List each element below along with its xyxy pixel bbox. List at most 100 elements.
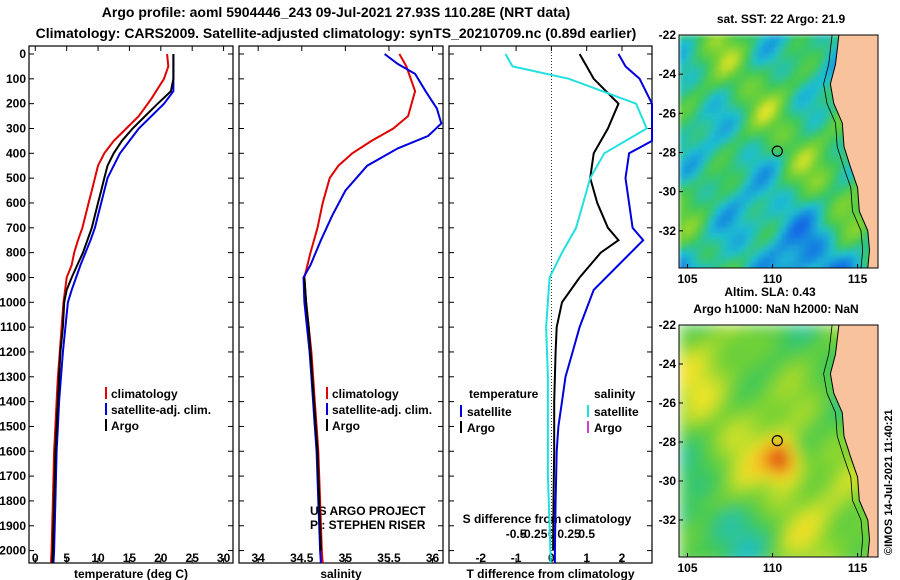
map-cell bbox=[847, 251, 854, 258]
map-cell bbox=[733, 179, 740, 186]
map-cell bbox=[763, 155, 770, 162]
map-cell bbox=[691, 203, 698, 210]
map-cell bbox=[721, 89, 728, 96]
map-cell bbox=[807, 477, 816, 486]
map-cell bbox=[743, 365, 752, 374]
map-cell bbox=[709, 215, 716, 222]
map-cell bbox=[703, 493, 712, 502]
map-cell bbox=[781, 59, 788, 66]
map-cell bbox=[815, 557, 824, 566]
map-cell bbox=[831, 501, 840, 510]
map-cell bbox=[733, 143, 740, 150]
map-cell bbox=[735, 381, 744, 390]
map-cell bbox=[793, 179, 800, 186]
map-cell bbox=[709, 47, 716, 54]
map-cell bbox=[727, 185, 734, 192]
map-cell bbox=[799, 149, 806, 156]
map-cell bbox=[719, 341, 728, 350]
series-line bbox=[302, 53, 443, 564]
map-cell bbox=[703, 143, 710, 150]
map-cell bbox=[793, 113, 800, 120]
map-cell bbox=[735, 429, 744, 438]
map-cell bbox=[721, 245, 728, 252]
map-cell bbox=[733, 59, 740, 66]
map-cell bbox=[769, 203, 776, 210]
map-cell bbox=[757, 203, 764, 210]
map-cell bbox=[679, 549, 688, 557]
map-cell bbox=[807, 493, 816, 502]
map-cell bbox=[823, 185, 830, 192]
map-cell bbox=[781, 251, 788, 258]
map-cell bbox=[757, 245, 764, 252]
map-cell bbox=[711, 469, 720, 478]
map-cell bbox=[727, 493, 736, 502]
map-cell bbox=[703, 445, 712, 454]
map-cell bbox=[733, 83, 740, 90]
map-cell bbox=[835, 245, 842, 252]
map-cell bbox=[735, 469, 744, 478]
map-cell bbox=[847, 191, 854, 198]
map-cell bbox=[835, 119, 842, 126]
map-cell bbox=[799, 485, 808, 494]
map-cell bbox=[691, 119, 698, 126]
map-cell bbox=[793, 191, 800, 198]
map-cell bbox=[745, 239, 752, 246]
map-cell bbox=[739, 263, 746, 268]
map-cell bbox=[787, 233, 794, 240]
map-cell bbox=[835, 137, 842, 144]
map-cell bbox=[823, 493, 832, 502]
map-cell bbox=[735, 349, 744, 358]
map-cell bbox=[829, 167, 836, 174]
map-cell bbox=[767, 389, 776, 398]
map-cell bbox=[775, 107, 782, 114]
x-tick-label: 0 bbox=[32, 551, 39, 565]
map-cell bbox=[739, 143, 746, 150]
map-cell bbox=[695, 517, 704, 526]
map-cell bbox=[703, 71, 710, 78]
map-cell bbox=[703, 53, 710, 60]
map-cell bbox=[767, 429, 776, 438]
map-cell bbox=[691, 101, 698, 108]
argo-location-marker bbox=[771, 145, 783, 157]
map-cell bbox=[781, 161, 788, 168]
map-cell bbox=[811, 251, 818, 258]
map-cell bbox=[739, 107, 746, 114]
map-cell bbox=[703, 509, 712, 518]
map-cell bbox=[739, 173, 746, 180]
map-cell bbox=[763, 251, 770, 258]
map-cell bbox=[853, 203, 860, 210]
map-cell bbox=[835, 161, 842, 168]
map-cell bbox=[799, 445, 808, 454]
map-cell bbox=[883, 269, 890, 276]
map-cell bbox=[805, 269, 812, 276]
map-cell bbox=[823, 107, 830, 114]
map-cell bbox=[829, 191, 836, 198]
map-cell bbox=[781, 95, 788, 102]
map-cell bbox=[831, 421, 840, 430]
map-cell bbox=[695, 397, 704, 406]
map-cell bbox=[685, 257, 692, 264]
map-cell bbox=[883, 137, 890, 144]
map-cell bbox=[847, 185, 854, 192]
map-cell bbox=[719, 549, 728, 557]
map-cell bbox=[759, 525, 768, 534]
map-cell bbox=[781, 263, 788, 268]
map-cell bbox=[695, 413, 704, 422]
map-cell bbox=[757, 41, 764, 48]
map-cell bbox=[719, 477, 728, 486]
map-cell bbox=[763, 185, 770, 192]
map-cell bbox=[841, 215, 848, 222]
map-cell bbox=[793, 173, 800, 180]
map-cell bbox=[839, 525, 848, 534]
map-cell bbox=[799, 173, 806, 180]
map-cell bbox=[817, 263, 824, 268]
map-cell bbox=[793, 227, 800, 234]
map-cell bbox=[757, 89, 764, 96]
map-cell bbox=[679, 469, 688, 478]
map-cell bbox=[739, 41, 746, 48]
map-cell bbox=[727, 77, 734, 84]
map-cell bbox=[883, 53, 890, 60]
map-cell bbox=[751, 469, 760, 478]
map-cell bbox=[751, 549, 760, 557]
map-cell bbox=[735, 413, 744, 422]
